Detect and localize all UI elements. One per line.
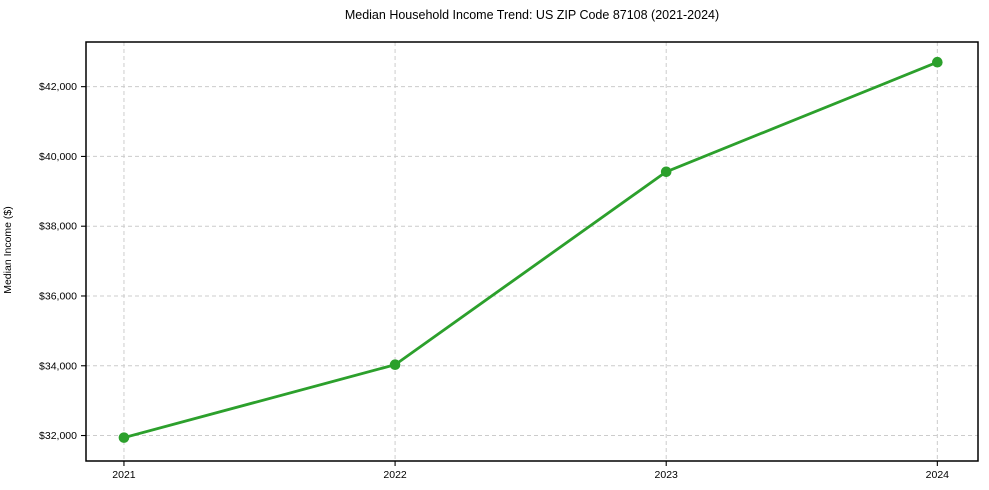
y-tick-label: $34,000 (39, 360, 77, 372)
y-tick-label: $38,000 (39, 221, 77, 233)
y-tick-label: $42,000 (39, 81, 77, 93)
data-point-2023 (660, 166, 672, 178)
chart-title: Median Household Income Trend: US ZIP Co… (344, 8, 720, 22)
x-tick-label: 2021 (112, 469, 136, 481)
y-tick-label: $32,000 (39, 430, 77, 442)
x-tick-label: 2024 (926, 469, 950, 481)
data-point-2024 (932, 56, 943, 68)
data-point-2021 (118, 432, 130, 443)
trend-line (122, 60, 939, 440)
x-tick-label: 2022 (383, 469, 407, 481)
y-axis-label: Median Income ($) (2, 206, 14, 294)
x-tick-label: 2023 (655, 469, 679, 481)
plot-border (85, 41, 979, 462)
data-point-2022 (389, 359, 401, 371)
y-tick-label: $40,000 (39, 151, 77, 163)
y-tick-label: $36,000 (39, 290, 77, 302)
